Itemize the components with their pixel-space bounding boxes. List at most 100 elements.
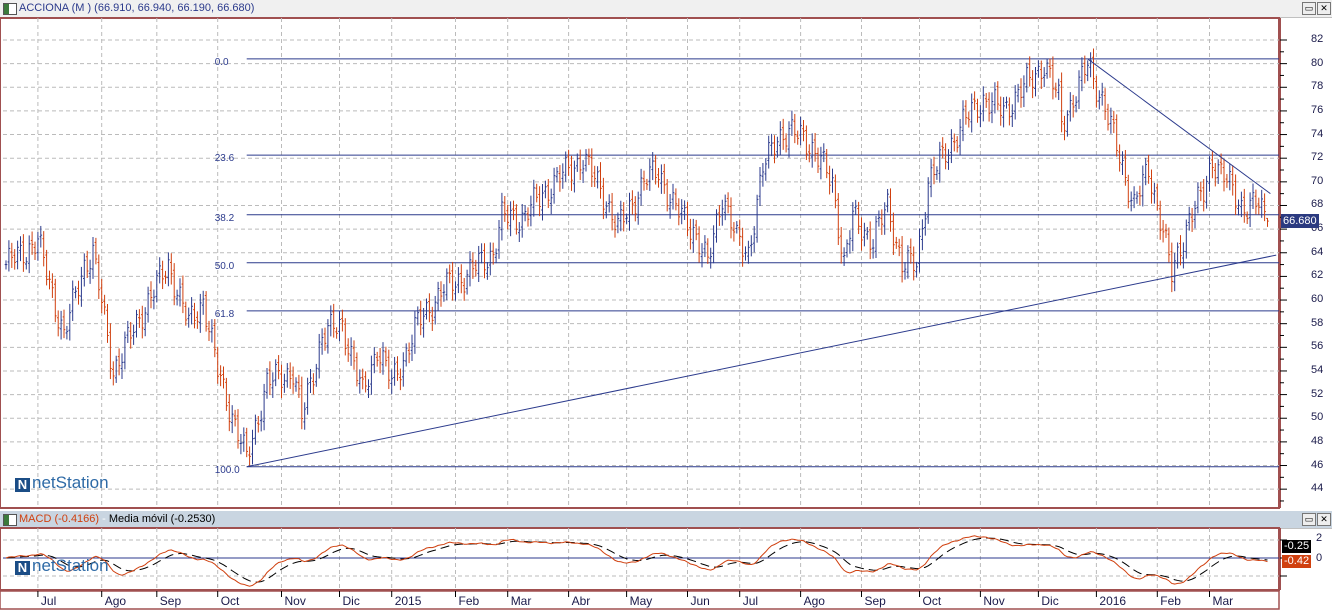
ohlc-bar	[863, 222, 866, 247]
ohlc-bar	[735, 221, 739, 234]
ohlc-bar	[161, 260, 164, 290]
title-separator: -	[99, 513, 109, 525]
x-tick-label: Jul	[742, 594, 759, 608]
ohlc-bar	[509, 201, 512, 237]
ohlc-bar	[642, 170, 646, 191]
ohlc-bar	[697, 226, 701, 263]
ohlc-bar	[973, 91, 976, 111]
ohlc-bar	[491, 242, 495, 265]
ohlc-bar	[419, 300, 422, 336]
ohlc-bar	[770, 133, 773, 157]
x-tick-label: May	[629, 594, 653, 608]
ohlc-bar	[512, 200, 515, 221]
ohlc-bar	[808, 144, 811, 163]
ohlc-bar	[1060, 72, 1063, 133]
ohlc-bar	[805, 125, 808, 160]
ohlc-bar	[1112, 110, 1116, 134]
ohlc-bar	[155, 270, 159, 303]
ohlc-bar	[1011, 104, 1014, 128]
x-axis-area	[0, 590, 1280, 610]
ohlc-bar	[236, 409, 240, 449]
y-tick-label: 74	[1311, 127, 1324, 140]
macd-panel-title: MACD (-0.4166) - Media móvil (-0.2530)	[19, 513, 215, 525]
ohlc-bar	[1098, 90, 1101, 110]
ohlc-bar	[761, 163, 765, 187]
macd-line	[5, 535, 1268, 587]
ohlc-bar	[373, 347, 376, 374]
ohlc-bar	[489, 242, 492, 276]
ohlc-bar	[515, 204, 518, 235]
ohlc-bar	[396, 356, 399, 381]
ohlc-bar	[1016, 83, 1020, 103]
ohlc-bar	[738, 219, 741, 246]
ohlc-bar	[367, 379, 370, 399]
ohlc-bar	[259, 410, 263, 432]
ohlc-bar	[526, 207, 530, 227]
trendline-support	[246, 254, 1277, 468]
ohlc-bar	[535, 183, 538, 203]
y-tick-label: 46	[1311, 458, 1324, 471]
ohlc-bar	[428, 293, 431, 323]
ohlc-bar	[613, 215, 617, 238]
ohlc-bar	[825, 149, 828, 179]
close-button[interactable]: ✕	[1317, 2, 1331, 15]
fibonacci-label: 100.0	[214, 464, 240, 476]
signal-value-tag: -0.25	[1282, 540, 1312, 553]
ohlc-bar	[457, 267, 460, 294]
ohlc-bar	[941, 137, 944, 159]
ohlc-bar	[1240, 191, 1243, 218]
ohlc-bar	[1083, 55, 1087, 84]
ohlc-bar	[674, 188, 678, 211]
ohlc-bar	[1190, 207, 1194, 232]
ohlc-bar	[48, 270, 51, 290]
ohlc-bar	[590, 148, 594, 187]
ohlc-bar	[94, 237, 98, 265]
restore-button[interactable]: ▭	[1302, 2, 1316, 15]
ohlc-bar	[413, 311, 417, 354]
ohlc-bar	[65, 325, 69, 340]
ohlc-bar	[677, 198, 681, 226]
ohlc-bar	[1066, 110, 1069, 137]
ohlc-bar	[164, 270, 167, 284]
ohlc-bar	[996, 81, 1000, 111]
ohlc-bar	[1216, 159, 1220, 185]
ohlc-bar	[619, 200, 623, 232]
ohlc-bar	[857, 201, 860, 235]
ohlc-bar	[56, 310, 60, 337]
macd-close-button[interactable]: ✕	[1317, 513, 1331, 526]
ohlc-bar	[303, 402, 306, 430]
ohlc-bar	[1260, 189, 1263, 218]
ohlc-bar	[1063, 115, 1066, 141]
macd-restore-button[interactable]: ▭	[1302, 513, 1316, 526]
ohlc-bar	[103, 294, 106, 315]
ohlc-bar	[750, 235, 753, 257]
ohlc-bar	[135, 309, 138, 338]
ohlc-bar	[982, 86, 985, 122]
ohlc-bar	[297, 374, 301, 398]
ohlc-bar	[77, 280, 80, 305]
y-tick-label: 50	[1311, 411, 1324, 424]
ohlc-bar	[1057, 78, 1060, 101]
ohlc-bar	[291, 366, 295, 394]
ohlc-bar	[839, 227, 843, 264]
ohlc-bar	[62, 309, 66, 339]
ohlc-bar	[796, 130, 799, 145]
ohlc-bar	[912, 246, 915, 281]
ohlc-bar	[541, 183, 544, 221]
x-tick-label: Mar	[510, 594, 532, 608]
ohlc-bar	[634, 196, 637, 222]
ohlc-bar	[306, 377, 309, 415]
ohlc-bar	[149, 281, 153, 309]
ohlc-bar	[668, 193, 672, 219]
fibonacci-label: 50.0	[214, 260, 235, 272]
ohlc-bar	[483, 243, 486, 279]
ohlc-bar	[810, 133, 814, 168]
x-tick-label: Sep	[159, 594, 182, 608]
ohlc-bar	[85, 250, 89, 278]
ohlc-bar	[596, 166, 599, 189]
ohlc-bar	[1080, 57, 1084, 92]
ohlc-bar	[286, 363, 289, 388]
ohlc-bar	[468, 251, 472, 287]
